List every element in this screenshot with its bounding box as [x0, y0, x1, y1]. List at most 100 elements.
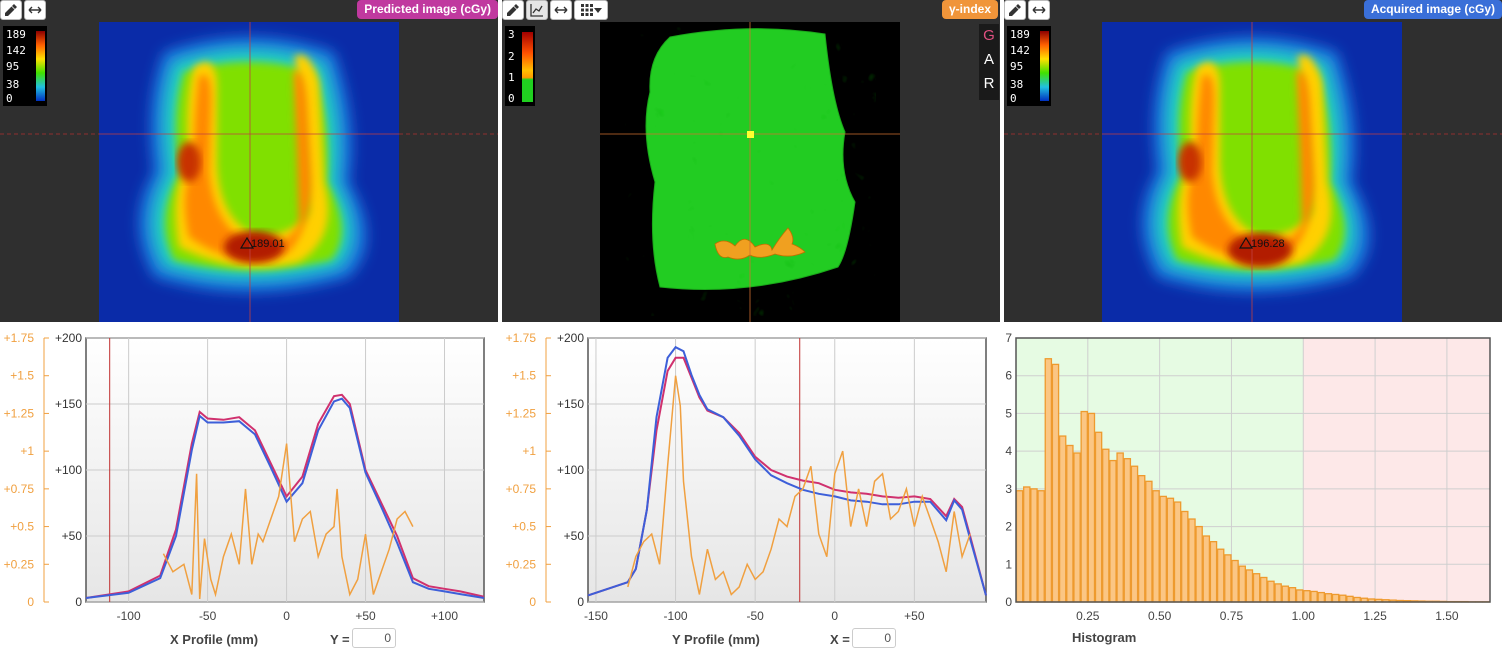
y-tick-label: 5 [1005, 406, 1012, 420]
gar-item-r[interactable]: R [983, 75, 995, 92]
histogram-bar [1188, 518, 1196, 603]
y-coord-label: Y = [330, 632, 350, 647]
eyedropper-icon[interactable] [1004, 0, 1026, 20]
fail-region [1303, 338, 1490, 602]
histogram-bar [1331, 593, 1340, 603]
profile-series-line [587, 356, 987, 597]
y-tick-label: 3 [1005, 482, 1012, 496]
x-tick-label: +50 [904, 609, 925, 622]
gamma-tick-label: +1.25 [506, 406, 537, 420]
legend-label: 0 [1010, 92, 1017, 105]
y-tick-label: +100 [557, 463, 584, 477]
histogram-bar [1224, 554, 1232, 603]
predicted-dose-image[interactable]: 189.01 [99, 22, 399, 322]
acquired-image-badge: Acquired image (cGy) [1363, 0, 1502, 19]
legend-label: 2 [508, 50, 515, 63]
eyedropper-icon[interactable] [502, 0, 524, 20]
histogram-label: Histogram [1072, 630, 1137, 645]
histogram-bar [1123, 458, 1132, 603]
histogram-bar [1260, 576, 1268, 603]
predicted-marker-value: 189.01 [251, 238, 285, 250]
x-tick-label: -50 [199, 609, 217, 622]
histogram-bar [1080, 410, 1088, 603]
gamma-tick-label: +0.75 [4, 482, 35, 496]
gamma-map-image[interactable] [600, 22, 900, 322]
histogram-bar [1238, 565, 1246, 603]
gamma-tick-label: +1.25 [4, 406, 35, 420]
y-tick-label: +50 [564, 529, 585, 543]
gar-selector[interactable]: G A R [979, 24, 999, 100]
acquired-dose-image[interactable]: 196.28 [1102, 22, 1402, 322]
colorbar-gradient [522, 32, 533, 102]
histogram-bar [1231, 559, 1239, 603]
gamma-colorbar: 3 2 1 0 [505, 26, 535, 106]
histogram-bar [1173, 501, 1182, 603]
histogram-chart[interactable]: 7 6 5 4 3 2 1 0 0.25 0.50 0.75 1.00 1.25 1.50 [1004, 322, 1502, 623]
eyedropper-icon[interactable] [0, 0, 22, 20]
y-tick-label: 0 [577, 595, 584, 609]
colorbar-gradient [1040, 31, 1049, 101]
gamma-tick-label: 0 [27, 595, 34, 609]
gamma-tick-label: +1.75 [4, 331, 35, 345]
y-tick-label: 0 [75, 595, 82, 609]
legend-label: 1 [508, 71, 515, 84]
x-tick-label: 1.25 [1363, 609, 1387, 622]
y-tick-label: 6 [1005, 369, 1012, 383]
chart-line-icon[interactable] [526, 0, 548, 20]
histogram-bar [1209, 541, 1218, 603]
histogram-bar [1152, 490, 1160, 603]
gamma-tick-label: +1 [20, 444, 34, 458]
x-tick-label: -100 [117, 609, 141, 622]
line-horizontal-icon[interactable] [24, 0, 46, 20]
x-tick-label: 0.50 [1148, 609, 1172, 622]
gamma-toolbar [502, 0, 608, 22]
gamma-tick-label: +1.75 [506, 331, 537, 345]
y-tick-label: 7 [1005, 331, 1012, 345]
gamma-tick-label: 0 [529, 595, 536, 609]
histogram-bar [1216, 548, 1225, 603]
gar-item-g[interactable]: G [983, 27, 995, 44]
gamma-tick-label: +1.5 [10, 369, 34, 383]
line-horizontal-icon[interactable] [1028, 0, 1050, 20]
legend-label: 0 [508, 92, 515, 105]
predicted-image-badge: Predicted image (cGy) [357, 0, 498, 19]
histogram-bar [1109, 459, 1117, 603]
y-profile-panel: -150 -100 -50 0 +50 +200 +150 +100 +50 0 +1.75 +1.5… [502, 322, 1000, 650]
histogram-bar [1145, 480, 1153, 603]
predicted-panel: Predicted image (cGy) [0, 0, 498, 322]
histogram-bar [1195, 525, 1203, 603]
histogram-bar [1130, 465, 1139, 603]
histogram-bar [1267, 580, 1275, 603]
gar-item-a[interactable]: A [983, 51, 994, 68]
histogram-bar [1030, 488, 1038, 603]
histogram-bar [1288, 587, 1297, 603]
x-coord-input[interactable] [852, 628, 896, 648]
grid-dropdown-button[interactable] [574, 0, 608, 20]
histogram-bar [1295, 589, 1304, 603]
grid-icon [581, 4, 593, 16]
plot-border [1015, 337, 1491, 603]
histogram-bar [1281, 585, 1290, 603]
gamma-tick-label: +0.5 [10, 520, 34, 534]
profile-series-line [627, 375, 971, 596]
histogram-bar [1087, 412, 1096, 603]
x-profile-chart[interactable]: -100 -50 0 +50 +100 +200 +150 +100 +50 0 +1.75 +1.5… [0, 322, 498, 623]
histogram-bar [1116, 452, 1124, 603]
legend-label: 38 [6, 78, 20, 91]
acquired-colorbar: 189 142 95 38 0 [1007, 26, 1051, 106]
y-tick-label: +150 [55, 397, 82, 411]
profile-series-line [162, 443, 414, 600]
y-tick-label: +100 [55, 463, 82, 477]
y-profile-label: Y Profile (mm) [672, 632, 760, 647]
y-tick-label: 0 [1005, 595, 1012, 609]
acquired-toolbar [1004, 0, 1050, 22]
y-coord-input[interactable] [352, 628, 396, 648]
histogram-bar [1339, 594, 1347, 603]
x-tick-label: 1.50 [1435, 609, 1459, 622]
caret-down-icon [594, 8, 602, 13]
x-tick-label: 0 [283, 609, 290, 622]
predicted-toolbar [0, 0, 46, 22]
histogram-bar [1037, 490, 1045, 603]
line-horizontal-icon[interactable] [550, 0, 572, 20]
y-profile-chart[interactable]: -150 -100 -50 0 +50 +200 +150 +100 +50 0 +1.75 +1.5… [502, 322, 1000, 623]
